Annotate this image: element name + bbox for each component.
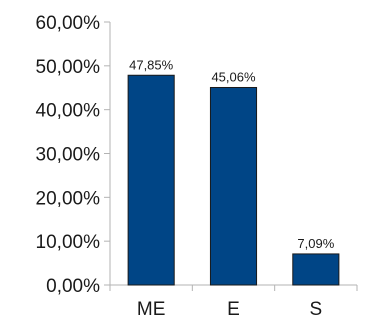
y-tick-label: 10,00% <box>36 232 101 253</box>
y-tick-label: 40,00% <box>36 101 101 122</box>
bar <box>292 253 340 286</box>
y-tick-label: 60,00% <box>36 13 101 34</box>
data-label: 45,06% <box>211 69 256 84</box>
bars <box>127 74 340 286</box>
y-tick-label: 50,00% <box>36 57 101 78</box>
data-label: 47,85% <box>129 57 174 72</box>
data-labels: 47,85% 45,06% 7,09% <box>129 57 335 251</box>
y-tick-label: 30,00% <box>36 145 101 166</box>
bar <box>127 74 175 286</box>
x-axis: ME E S <box>109 284 358 320</box>
x-category-label: ME <box>137 299 166 320</box>
x-category-label: S <box>309 299 322 320</box>
x-category-label: E <box>227 299 240 320</box>
bar <box>209 86 258 286</box>
data-label: 7,09% <box>297 236 334 251</box>
y-axis: 0,00% 10,00% 20,00% 30,00% 40,00% 50,00% 60,00… <box>36 13 111 297</box>
y-tick-label: 0,00% <box>46 276 100 297</box>
y-tick-label: 20,00% <box>36 188 101 209</box>
